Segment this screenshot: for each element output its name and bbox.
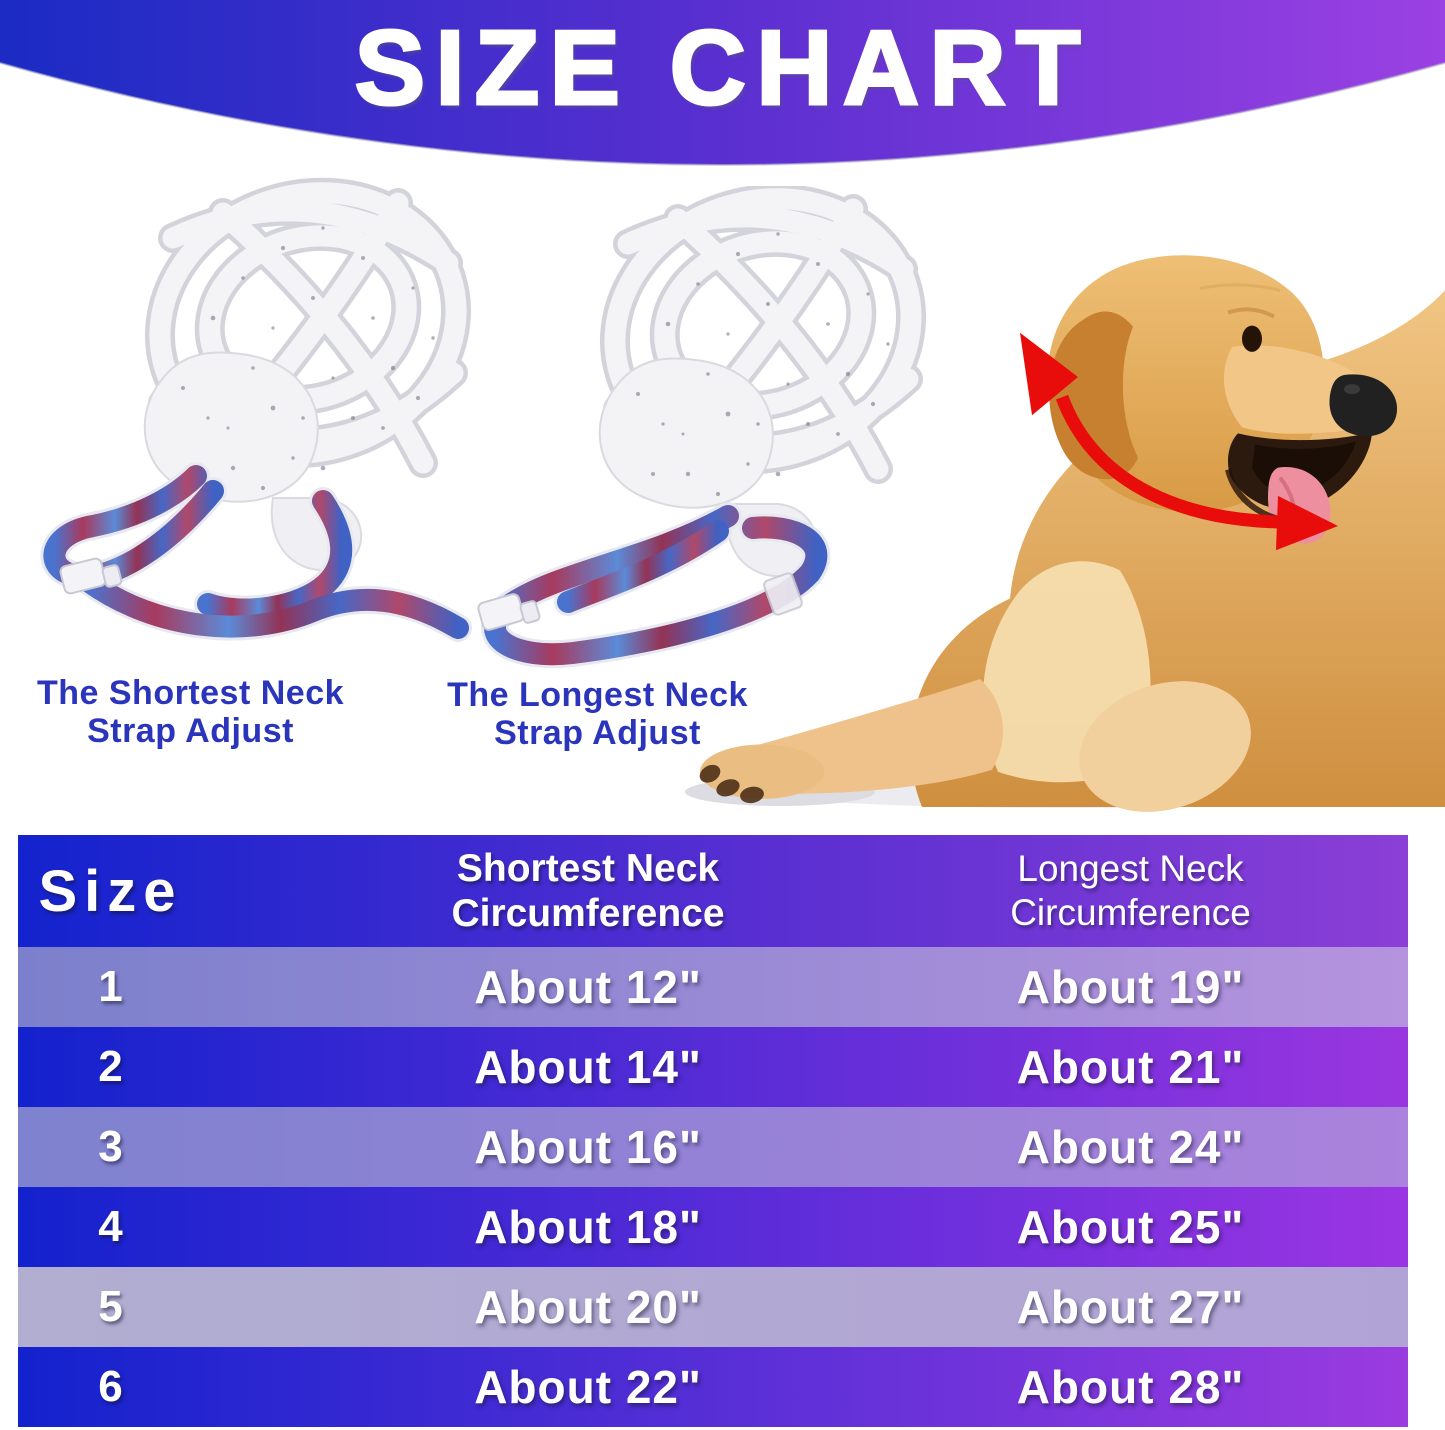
longest-cell: About 19" xyxy=(1016,961,1245,1013)
caption-line: Strap Adjust xyxy=(494,714,701,752)
shortest-cell: About 18" xyxy=(474,1201,702,1253)
shortest-cell: About 16" xyxy=(474,1121,702,1173)
dog-paw-toes xyxy=(699,764,764,804)
size-cell: 3 xyxy=(98,1122,123,1171)
longest-cell: About 21" xyxy=(1016,1041,1245,1093)
size-cell: 1 xyxy=(98,962,123,1011)
size-cell: 6 xyxy=(98,1362,123,1411)
shortest-cell: About 20" xyxy=(474,1281,702,1333)
page-title: SIZE CHART xyxy=(353,8,1091,127)
column-header-shortest: Shortest Neck Circumference xyxy=(451,847,725,935)
column-header-longest: Longest Neck Circumference xyxy=(1010,848,1251,933)
muzzle-short-strap xyxy=(40,462,472,642)
longest-cell: About 24" xyxy=(1016,1121,1245,1173)
table-row: 1 About 12" About 19" xyxy=(18,947,1408,1027)
table-row: 4 About 18" About 25" xyxy=(18,1187,1408,1267)
caption-line: The Longest Neck xyxy=(447,676,748,714)
shortest-cell: About 12" xyxy=(474,961,702,1013)
table-header-row: Size Shortest Neck Circumference Longest… xyxy=(18,835,1408,947)
neck-measure-arrow-icon xyxy=(1020,332,1338,551)
caption-line: Strap Adjust xyxy=(87,712,294,750)
muzzle-short-figure xyxy=(18,176,473,668)
caption-line: The Shortest Neck xyxy=(36,674,345,712)
longest-cell: About 28" xyxy=(1016,1361,1245,1413)
muzzle-buckle xyxy=(59,557,123,595)
dog-illustration xyxy=(685,255,1445,812)
longest-cell: About 27" xyxy=(1016,1281,1245,1333)
size-cell: 4 xyxy=(98,1202,123,1251)
muzzle-long-figure xyxy=(428,186,940,678)
table-row: 5 About 20" About 27" xyxy=(18,1267,1408,1347)
table-row: 3 About 16" About 24" xyxy=(18,1107,1408,1187)
muzzle-short-illustration xyxy=(40,176,473,642)
size-table: Size Shortest Neck Circumference Longest… xyxy=(18,835,1408,1427)
muzzle-short-caption: The Shortest Neck Strap Adjust xyxy=(18,674,363,750)
banner: SIZE CHART xyxy=(0,0,1445,175)
dog-ear xyxy=(1049,311,1138,480)
dog-figure xyxy=(680,228,1445,812)
column-header-size: Size xyxy=(38,858,183,924)
muzzle-long-caption: The Longest Neck Strap Adjust xyxy=(425,676,770,752)
table-row: 2 About 14" About 21" xyxy=(18,1027,1408,1107)
shortest-cell: About 14" xyxy=(474,1041,702,1093)
longest-cell: About 25" xyxy=(1016,1201,1245,1253)
shortest-cell: About 22" xyxy=(474,1361,702,1413)
muzzle-buckle xyxy=(477,572,803,631)
banner-curve-background xyxy=(0,0,1445,166)
muzzle-long-strap xyxy=(477,502,831,669)
table-row: 6 About 22" About 28" xyxy=(18,1347,1408,1427)
size-cell: 5 xyxy=(98,1282,123,1331)
size-cell: 2 xyxy=(98,1042,123,1091)
dog-eye xyxy=(1242,325,1262,352)
muzzle-long-illustration xyxy=(477,186,940,669)
